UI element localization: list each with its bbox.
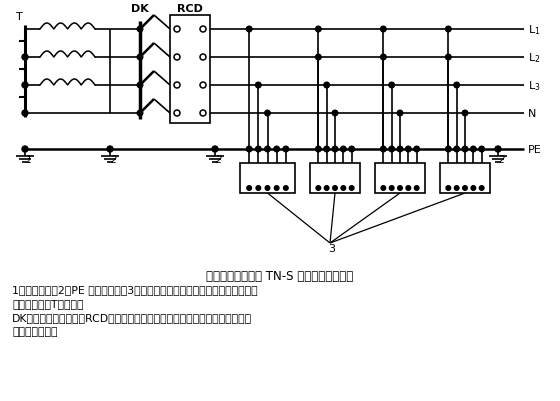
- Circle shape: [381, 186, 386, 191]
- Circle shape: [246, 27, 252, 33]
- Circle shape: [340, 147, 346, 152]
- Text: 2: 2: [111, 155, 117, 164]
- Circle shape: [212, 147, 218, 153]
- Text: L$_1$: L$_1$: [528, 23, 540, 37]
- Circle shape: [397, 147, 403, 152]
- Text: L$_2$: L$_2$: [528, 51, 540, 65]
- Circle shape: [283, 186, 288, 191]
- Text: T: T: [16, 12, 23, 22]
- Circle shape: [324, 186, 329, 191]
- FancyBboxPatch shape: [375, 164, 425, 194]
- Circle shape: [137, 111, 143, 117]
- Circle shape: [341, 186, 346, 191]
- Circle shape: [406, 186, 410, 191]
- Text: 导电部分）；T－变压器: 导电部分）；T－变压器: [12, 298, 83, 308]
- Circle shape: [265, 111, 270, 117]
- Circle shape: [200, 55, 206, 61]
- Circle shape: [349, 147, 354, 152]
- Circle shape: [389, 83, 394, 89]
- Text: 专用变压器供电时 TN-S 接零保护系统示意: 专用变压器供电时 TN-S 接零保护系统示意: [207, 269, 353, 282]
- Text: 2: 2: [216, 155, 222, 164]
- Circle shape: [324, 147, 329, 152]
- Circle shape: [200, 111, 206, 117]
- Circle shape: [137, 55, 143, 61]
- FancyBboxPatch shape: [240, 164, 295, 194]
- Circle shape: [274, 186, 279, 191]
- Circle shape: [479, 186, 484, 191]
- Circle shape: [283, 147, 288, 152]
- Circle shape: [389, 186, 394, 191]
- Circle shape: [315, 147, 321, 152]
- Circle shape: [247, 186, 251, 191]
- Circle shape: [398, 186, 402, 191]
- Circle shape: [463, 186, 467, 191]
- Circle shape: [255, 83, 261, 89]
- Circle shape: [462, 147, 468, 152]
- Circle shape: [265, 147, 270, 152]
- Circle shape: [414, 147, 419, 152]
- Circle shape: [397, 111, 403, 117]
- Circle shape: [22, 111, 28, 117]
- Circle shape: [200, 27, 206, 33]
- Circle shape: [470, 147, 476, 152]
- Circle shape: [265, 186, 270, 191]
- Text: N: N: [528, 109, 536, 119]
- Circle shape: [246, 147, 252, 152]
- Circle shape: [381, 55, 386, 61]
- Circle shape: [454, 186, 459, 191]
- Text: 的漏电断路器）: 的漏电断路器）: [12, 326, 58, 336]
- Circle shape: [479, 147, 484, 152]
- FancyBboxPatch shape: [310, 164, 360, 194]
- Circle shape: [174, 83, 180, 89]
- Circle shape: [332, 147, 338, 152]
- Circle shape: [22, 147, 28, 153]
- FancyBboxPatch shape: [440, 164, 490, 194]
- Circle shape: [381, 147, 386, 152]
- Text: RCD: RCD: [177, 4, 203, 14]
- Circle shape: [137, 27, 143, 33]
- Circle shape: [316, 186, 321, 191]
- Text: PE: PE: [528, 145, 542, 155]
- Circle shape: [446, 27, 451, 33]
- Circle shape: [324, 83, 329, 89]
- Circle shape: [405, 147, 411, 152]
- Circle shape: [333, 186, 337, 191]
- Circle shape: [256, 186, 260, 191]
- Text: DK－总电源隔离开关；RCD－总漏电保护器（兼有短路、过载、漏电保护功能: DK－总电源隔离开关；RCD－总漏电保护器（兼有短路、过载、漏电保护功能: [12, 312, 252, 322]
- Circle shape: [446, 186, 451, 191]
- Circle shape: [462, 111, 468, 117]
- Text: 1: 1: [26, 155, 32, 164]
- Circle shape: [315, 27, 321, 33]
- Circle shape: [495, 147, 501, 153]
- Circle shape: [174, 55, 180, 61]
- Circle shape: [22, 55, 28, 61]
- Text: L$_3$: L$_3$: [528, 79, 540, 93]
- Circle shape: [454, 83, 459, 89]
- Text: 1－工作接地；2－PE 线重复接地；3－电气设备金属外壳（正常不带电的外露可: 1－工作接地；2－PE 线重复接地；3－电气设备金属外壳（正常不带电的外露可: [12, 284, 258, 294]
- Circle shape: [174, 27, 180, 33]
- Circle shape: [389, 147, 394, 152]
- Circle shape: [414, 186, 419, 191]
- Circle shape: [255, 147, 261, 152]
- Circle shape: [274, 147, 279, 152]
- FancyBboxPatch shape: [170, 16, 210, 124]
- Circle shape: [349, 186, 354, 191]
- Circle shape: [381, 27, 386, 33]
- Circle shape: [446, 147, 451, 152]
- Circle shape: [200, 83, 206, 89]
- Circle shape: [454, 147, 459, 152]
- Text: 3: 3: [329, 243, 335, 253]
- Circle shape: [174, 111, 180, 117]
- Circle shape: [137, 83, 143, 89]
- Circle shape: [446, 55, 451, 61]
- Circle shape: [107, 147, 113, 153]
- Text: DK: DK: [131, 4, 149, 14]
- Circle shape: [471, 186, 475, 191]
- Circle shape: [332, 111, 338, 117]
- Text: 2: 2: [499, 155, 505, 164]
- Circle shape: [315, 55, 321, 61]
- Circle shape: [22, 83, 28, 89]
